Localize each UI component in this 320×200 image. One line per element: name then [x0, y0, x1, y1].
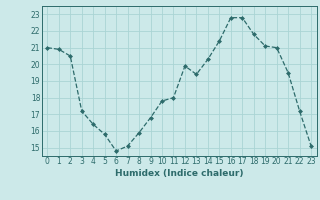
X-axis label: Humidex (Indice chaleur): Humidex (Indice chaleur): [115, 169, 244, 178]
